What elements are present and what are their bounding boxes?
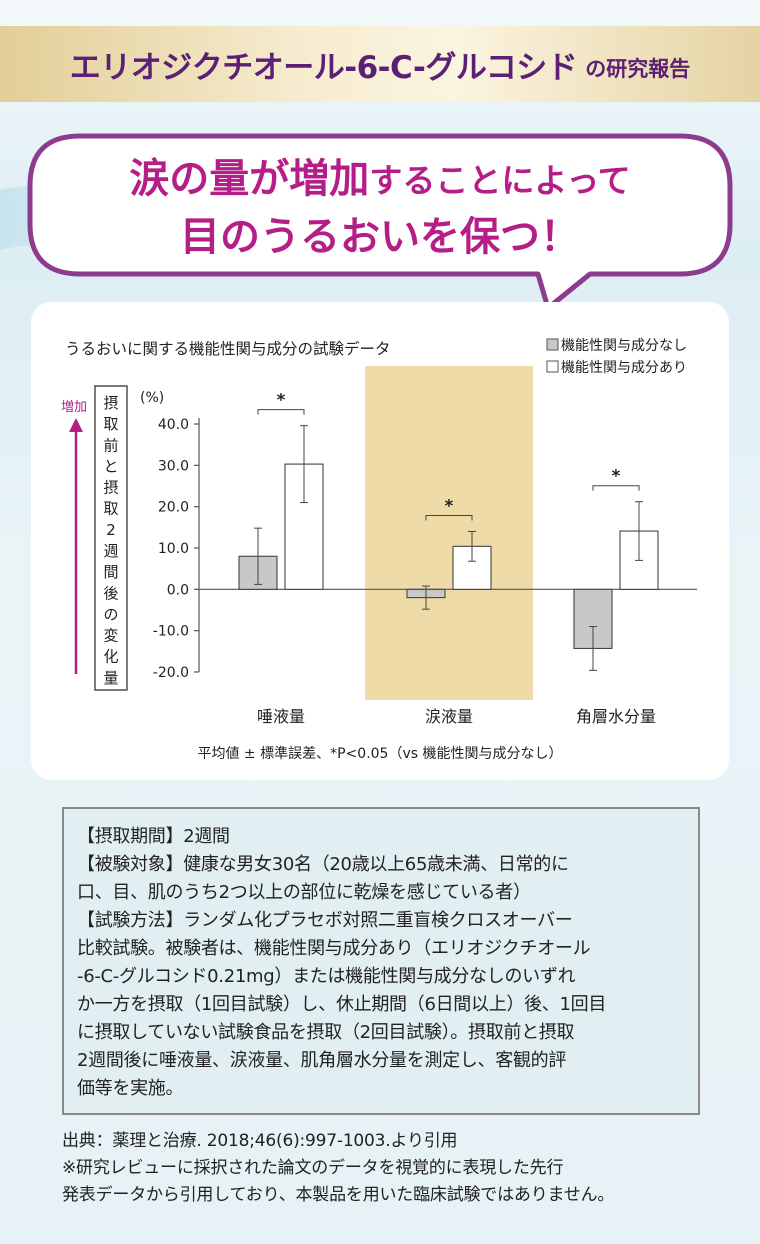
y-tick-label: 10.0 (158, 541, 189, 557)
ylabel-char: の (103, 605, 118, 623)
category-label: 唾液量 (257, 707, 305, 726)
banner-title: エリオジクチオール-6-C-グルコシド の研究報告 (0, 26, 760, 102)
category-label: 角層水分量 (576, 707, 656, 726)
bars: * 唾液量 * 涙液量 * 角層水分量 (238, 391, 659, 726)
legend-swatch (546, 360, 559, 373)
study-line: 比較試験。被験者は、機能性関与成分あり（エリオジクチオール (77, 938, 591, 959)
study-line: 2週間後に唾液量、涙液量、肌角層水分量を測定し、客観的評 (77, 1050, 567, 1071)
banner-subtitle: の研究報告 (585, 57, 691, 81)
headline-line-2: 目のうるおいを保つ！ (180, 214, 580, 260)
increase-arrow-icon (69, 418, 83, 432)
ylabel-char: 化 (103, 648, 118, 666)
headline-emphasis: 涙の量が増加 (129, 156, 370, 202)
bar-chart: うるおいに関する機能性関与成分の試験データ 機能性関与成分なし機能性関与成分あり… (61, 338, 697, 762)
study-line: 【摂取期間】2週間 (77, 826, 230, 847)
banner-main-title: エリオジクチオール-6-C-グルコシド (69, 49, 578, 86)
study-line: 【被験対象】健康な男女30名（20歳以上65歳未満、日常的に (77, 854, 569, 875)
footer-disclaimer: 発表データから引用しており、本製品を用いた臨床試験ではありません。 (62, 1185, 615, 1205)
headline-line-1-rest: することによって (369, 161, 631, 200)
y-tick-label: -10.0 (153, 624, 189, 640)
footer-disclaimer: ※研究レビューに採択された論文のデータを視覚的に表現した先行 (62, 1158, 564, 1178)
study-line: 価等を実施。 (77, 1078, 184, 1099)
ylabel-char: 量 (103, 669, 118, 687)
chart-note: 平均値 ± 標準誤差、*P<0.05（vs 機能性関与成分なし） (197, 746, 562, 762)
significance-bracket (257, 409, 305, 415)
significance-bracket (425, 514, 473, 521)
legend-label: 機能性関与成分あり (561, 360, 687, 376)
y-tick-label: 20.0 (158, 500, 189, 516)
ylabel-char: 摂 (103, 394, 118, 412)
ylabel-char: 取 (103, 500, 118, 518)
study-line: -6-C-グルコシド0.21mg）または機能性関与成分なしのいずれ (77, 966, 576, 987)
study-line: 【試験方法】ランダム化プラセボ対照二重盲検クロスオーバー (77, 910, 573, 931)
ylabel-char: 摂 (103, 479, 118, 497)
y-tick-label: 0.0 (167, 582, 189, 598)
legend-swatch (546, 338, 559, 351)
y-tick-label: 30.0 (158, 458, 189, 474)
chart-title: うるおいに関する機能性関与成分の試験データ (65, 339, 391, 358)
y-tick-label: -20.0 (153, 665, 189, 681)
y-tick-label: 40.0 (158, 417, 189, 433)
ylabel-char: と (103, 457, 118, 475)
study-line: か一方を摂取（1回目試験）し、休止期間（6日間以上）後、1回目 (77, 994, 607, 1015)
unit-label: (%) (140, 390, 164, 406)
study-line: に摂取していない試験食品を摂取（2回目試験）。摂取前と摂取 (77, 1022, 575, 1043)
legend-label: 機能性関与成分なし (561, 338, 687, 354)
ylabel-char: 2 (106, 521, 116, 539)
significance-mark: * (445, 496, 454, 516)
significance-bracket (592, 485, 640, 491)
significance-mark: * (612, 467, 621, 487)
footer-citation: 出典：薬理と治療. 2018;46(6):997-1003.より引用 (62, 1131, 458, 1151)
ylabel-char: 間 (103, 563, 118, 581)
significance-mark: * (277, 391, 286, 411)
category-label: 涙液量 (425, 707, 473, 726)
study-line: 口、目、肌のうち2つ以上の部位に乾燥を感じている者） (77, 882, 531, 903)
ylabel-char: 前 (103, 436, 118, 454)
footer-notes: 出典：薬理と治療. 2018;46(6):997-1003.より引用 ※研究レビ… (62, 1128, 722, 1209)
ylabel-char: 週 (103, 542, 118, 560)
axes: 40.0 30.0 20.0 10.0 0.0 -10.0 -20.0 (153, 417, 697, 681)
increase-label: 増加 (61, 400, 87, 415)
title-banner: エリオジクチオール-6-C-グルコシド の研究報告 (0, 26, 760, 102)
ylabel-char: 変 (103, 627, 118, 645)
study-info-box: 【摂取期間】2週間 【被験対象】健康な男女30名（20歳以上65歳未満、日常的に… (62, 807, 700, 1115)
ylabel-char: 取 (103, 415, 118, 433)
ylabel-char: 後 (103, 584, 118, 602)
speech-bubble (0, 133, 733, 311)
ylabel-box (94, 385, 128, 691)
headline-line-1: 涙の量が増加することによって (40, 146, 720, 204)
bubble-shape (27, 133, 733, 311)
chart-card: うるおいに関する機能性関与成分の試験データ 機能性関与成分なし 機能性関与成分あり… (31, 302, 729, 780)
highlight-band (365, 366, 533, 700)
